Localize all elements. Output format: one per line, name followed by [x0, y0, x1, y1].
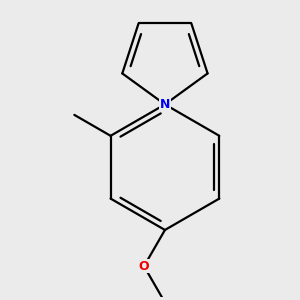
Text: N: N: [160, 98, 170, 111]
Text: O: O: [139, 260, 149, 273]
